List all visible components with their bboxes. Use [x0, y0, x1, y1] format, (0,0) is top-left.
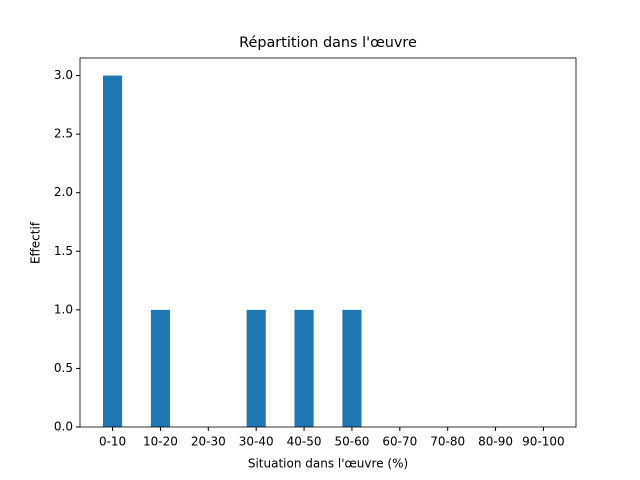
y-tick-label: 3.0 — [54, 68, 73, 82]
x-tick-label: 80-90 — [478, 435, 513, 449]
bar — [342, 309, 362, 427]
y-tick-label: 1.0 — [54, 302, 73, 316]
chart-title: Répartition dans l'œuvre — [239, 35, 417, 51]
y-tick-label: 1.5 — [54, 244, 73, 258]
y-axis-label: Effectif — [29, 221, 43, 264]
bar — [102, 75, 123, 428]
x-tick-label: 20-30 — [191, 435, 226, 449]
x-tick-label: 60-70 — [382, 435, 417, 449]
x-tick-label: 30-40 — [239, 435, 274, 449]
y-tick-label: 0.0 — [54, 420, 73, 434]
bar — [150, 309, 171, 427]
y-tick-label: 2.0 — [54, 185, 73, 199]
x-tick-label: 50-60 — [335, 435, 370, 449]
y-tick-label: 2.5 — [54, 127, 73, 141]
plot-frame — [79, 57, 577, 428]
y-tick-label: 0.5 — [54, 361, 73, 375]
x-tick-label: 10-20 — [143, 435, 178, 449]
x-axis-label: Situation dans l'œuvre (%) — [248, 457, 408, 471]
bar — [246, 309, 266, 427]
x-tick-label: 0-10 — [99, 435, 126, 449]
x-tick-label: 90-100 — [522, 435, 565, 449]
x-tick-label: 40-50 — [287, 435, 322, 449]
x-tick-label: 70-80 — [430, 435, 465, 449]
bar — [294, 309, 314, 427]
